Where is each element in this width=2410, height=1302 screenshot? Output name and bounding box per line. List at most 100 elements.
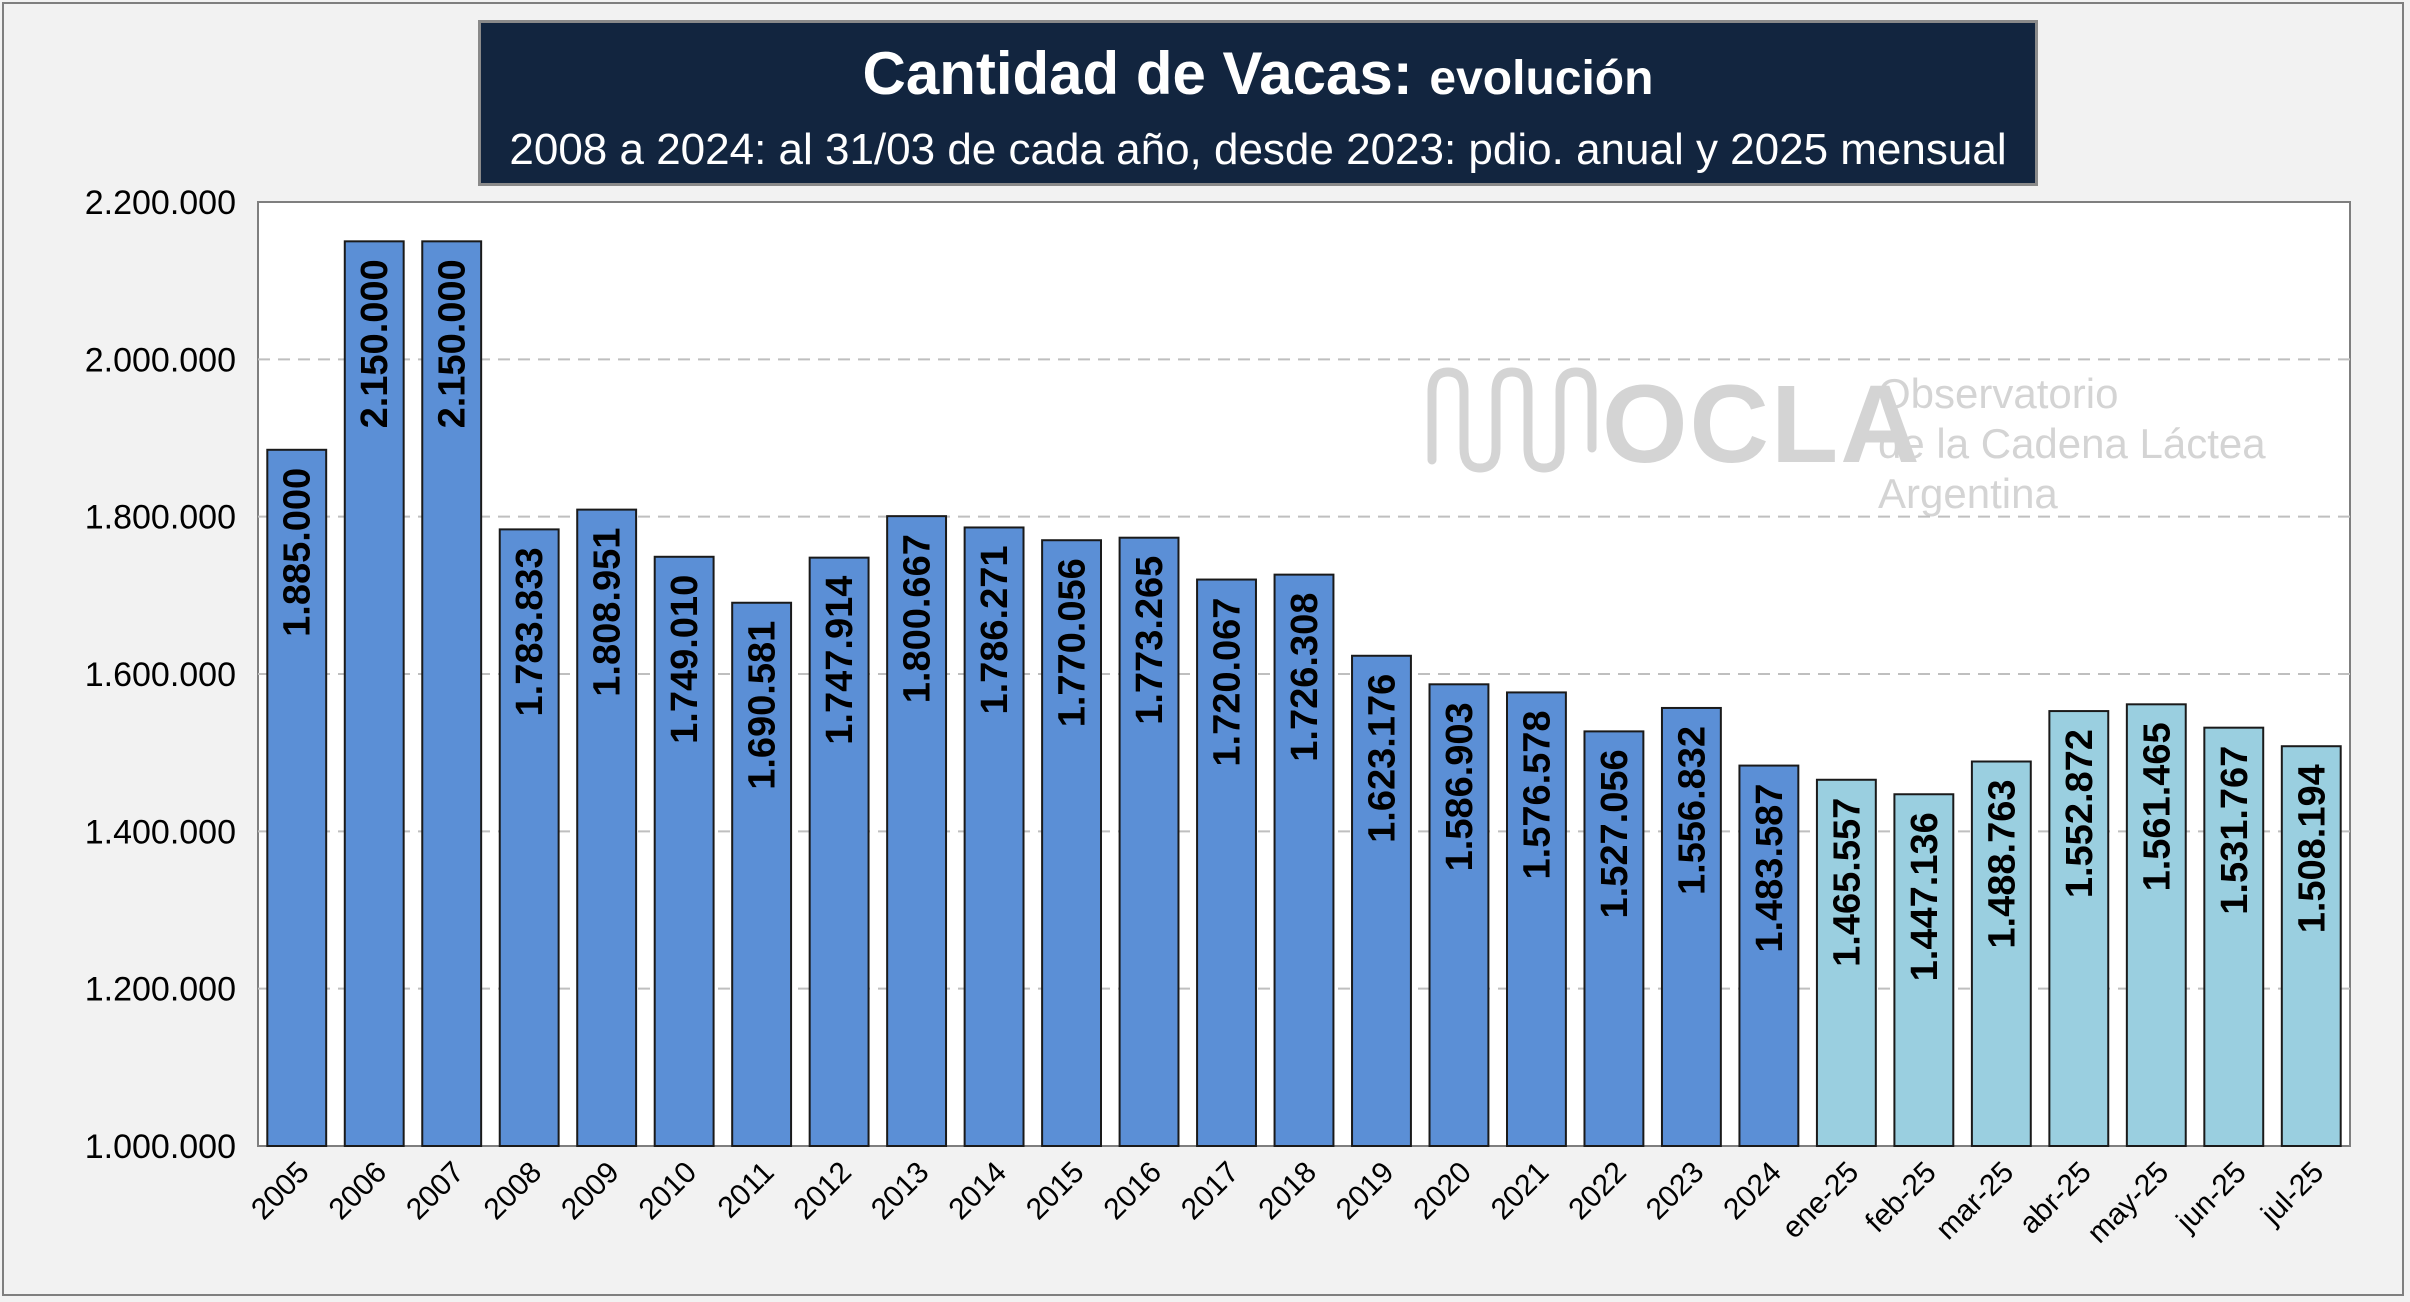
y-tick-label: 1.200.000: [85, 971, 236, 1009]
y-tick-label: 1.000.000: [85, 1128, 236, 1166]
data-label: 1.783.833: [509, 547, 551, 716]
x-tick-label: jul-25: [2254, 1156, 2330, 1232]
x-tick-label: 2016: [1097, 1156, 1168, 1227]
y-tick-label: 1.400.000: [85, 813, 236, 851]
data-label: 1.808.951: [587, 528, 629, 697]
bar: [2125, 703, 2187, 1147]
bar: [2203, 726, 2265, 1147]
bar: [1273, 573, 1335, 1147]
bar: [963, 526, 1025, 1147]
x-tick-label: may-25: [2081, 1156, 2175, 1250]
data-label: 1.465.557: [1826, 798, 1868, 967]
data-label: 1.747.914: [819, 576, 861, 745]
x-axis: 2005 2006 2007 2008 2009 2010 2011 2012 2013 2014…: [245, 1156, 2330, 1250]
bar: [1815, 778, 1877, 1147]
x-tick-label: 2007: [400, 1156, 471, 1227]
x-tick-label: jun-25: [2170, 1156, 2253, 1239]
x-tick-label: 2018: [1252, 1156, 1323, 1227]
bar: [1893, 793, 1955, 1147]
y-tick-label: 2.000.000: [85, 341, 236, 379]
data-label: 2.150.000: [432, 259, 474, 428]
data-label: 1.447.136: [1904, 812, 1946, 981]
data-label: 1.773.265: [1129, 556, 1171, 725]
x-tick-label: feb-25: [1859, 1156, 1942, 1239]
watermark-line-3: Argentina: [1878, 470, 2058, 517]
bar: [808, 556, 870, 1147]
x-tick-label: 2010: [633, 1156, 704, 1227]
chart-subtitle: 2008 a 2024: al 31/03 de cada año, desde…: [509, 125, 2007, 174]
data-label: 1.770.056: [1052, 558, 1094, 727]
x-tick-label: 2015: [1020, 1156, 1091, 1227]
watermark-logo-text: OCLA: [1602, 363, 1922, 486]
data-label: 1.552.872: [2059, 729, 2101, 898]
x-tick-label: ene-25: [1776, 1156, 1865, 1245]
data-label: 1.885.000: [277, 468, 319, 637]
bar: [653, 555, 715, 1147]
bar: [1118, 536, 1180, 1147]
x-tick-label: 2005: [245, 1156, 316, 1227]
bar: [1351, 654, 1412, 1147]
x-tick-label: 2013: [865, 1156, 936, 1227]
data-label: 1.508.194: [2291, 764, 2333, 933]
data-label: 1.576.578: [1516, 710, 1558, 879]
bar: [498, 528, 560, 1147]
data-label: 1.586.903: [1439, 702, 1481, 871]
y-tick-label: 2.200.000: [85, 184, 236, 222]
bar: [2280, 745, 2342, 1147]
data-label: 1.786.271: [974, 545, 1016, 714]
data-label: 1.488.763: [1981, 780, 2023, 949]
x-tick-label: 2020: [1407, 1156, 1478, 1227]
bar: [1428, 683, 1490, 1147]
x-tick-label: 2022: [1562, 1156, 1633, 1227]
x-tick-label: 2014: [942, 1156, 1013, 1227]
y-tick-label: 1.600.000: [85, 656, 236, 694]
data-label: 1.749.010: [664, 575, 706, 744]
data-label: 1.527.056: [1594, 749, 1636, 918]
bar: [1970, 760, 2032, 1148]
bar: [1660, 706, 1722, 1147]
data-label: 1.561.465: [2136, 722, 2178, 891]
data-label: 1.690.581: [742, 621, 784, 790]
x-tick-label: 2019: [1330, 1156, 1401, 1227]
data-label: 1.483.587: [1749, 784, 1791, 953]
data-label: 2.150.000: [354, 259, 396, 428]
chart-title-suffix: evolución: [1429, 52, 1654, 105]
watermark-line-1: Observatorio: [1878, 370, 2118, 417]
x-tick-label: 2012: [788, 1156, 859, 1227]
x-tick-label: 2021: [1485, 1156, 1556, 1227]
x-tick-label: 2023: [1640, 1156, 1711, 1227]
x-tick-label: 2009: [555, 1156, 626, 1227]
bars: 1.885.000 2.150.000 2.150.000 1.783.833 1.80…: [266, 240, 2342, 1148]
bar: [886, 515, 948, 1147]
bar: [343, 240, 405, 1148]
x-tick-label: 2011: [712, 1156, 781, 1225]
x-tick-label: 2017: [1175, 1156, 1246, 1227]
bar: [1196, 578, 1257, 1147]
ocla-watermark: OCLA Observatorio de la Cadena Láctea Ar…: [1427, 363, 2266, 517]
data-label: 1.623.176: [1361, 674, 1403, 843]
bar: [266, 448, 328, 1147]
data-label: 1.800.667: [897, 534, 939, 703]
x-tick-label: 2024: [1717, 1156, 1788, 1227]
ocla-logo-icon: [1427, 367, 1597, 473]
bar: [1041, 539, 1102, 1147]
bar: [1506, 691, 1567, 1147]
chart-title: Cantidad de Vacas: evolución: [481, 39, 2035, 114]
x-tick-label: 2006: [323, 1156, 394, 1227]
data-label: 1.531.767: [2214, 746, 2256, 915]
bar: [421, 240, 483, 1148]
x-tick-label: 2008: [478, 1156, 549, 1227]
bar: [2048, 710, 2110, 1147]
y-axis: 1.000.000 1.200.000 1.400.000 1.600.000 1.80…: [85, 184, 236, 1166]
y-tick-label: 1.800.000: [85, 499, 236, 537]
x-tick-label: mar-25: [1930, 1156, 2021, 1247]
bar: [1583, 730, 1645, 1148]
chart-title-box: Cantidad de Vacas: evolución 2008 a 2024…: [478, 20, 2038, 186]
watermark-line-2: de la Cadena Láctea: [1878, 420, 2266, 467]
bar: [731, 601, 793, 1147]
data-label: 1.556.832: [1671, 726, 1713, 895]
data-label: 1.726.308: [1284, 593, 1326, 762]
data-label: 1.720.067: [1207, 598, 1249, 767]
bar: [576, 508, 638, 1148]
